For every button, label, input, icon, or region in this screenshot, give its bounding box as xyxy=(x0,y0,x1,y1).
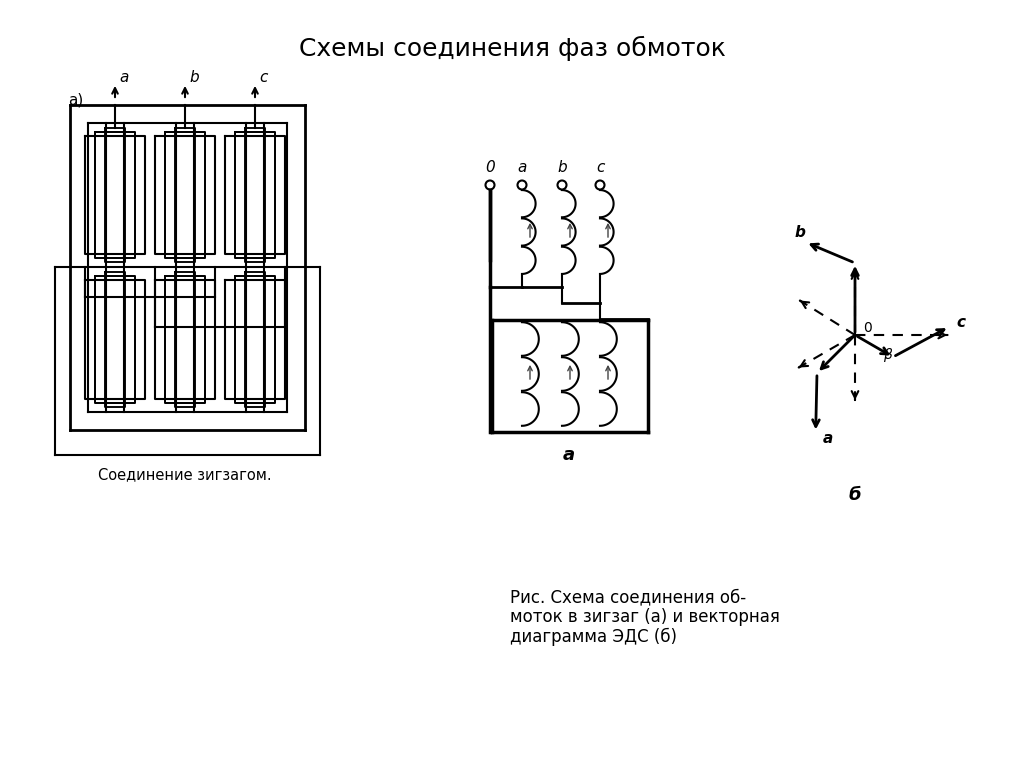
Text: диаграмма ЭДС (б): диаграмма ЭДС (б) xyxy=(510,628,677,647)
Text: Соединение зигзагом.: Соединение зигзагом. xyxy=(98,468,271,482)
Text: a: a xyxy=(119,70,128,84)
Text: a: a xyxy=(822,431,833,446)
Text: a: a xyxy=(517,160,526,175)
Text: b: b xyxy=(557,160,567,175)
Text: c: c xyxy=(596,160,604,175)
Text: б: б xyxy=(849,486,861,504)
Text: а): а) xyxy=(68,93,83,107)
Text: а: а xyxy=(563,446,575,463)
Text: β: β xyxy=(883,348,892,362)
Text: Рис. Схема соединения об-: Рис. Схема соединения об- xyxy=(510,588,746,606)
Text: c: c xyxy=(956,315,966,331)
Text: b: b xyxy=(795,225,805,240)
Text: 0: 0 xyxy=(485,160,495,175)
Text: Схемы соединения фаз обмоток: Схемы соединения фаз обмоток xyxy=(299,35,725,61)
Text: моток в зигзаг (а) и векторная: моток в зигзаг (а) и векторная xyxy=(510,608,780,626)
Text: c: c xyxy=(259,70,267,84)
Text: 0: 0 xyxy=(862,321,871,335)
Text: b: b xyxy=(189,70,199,84)
